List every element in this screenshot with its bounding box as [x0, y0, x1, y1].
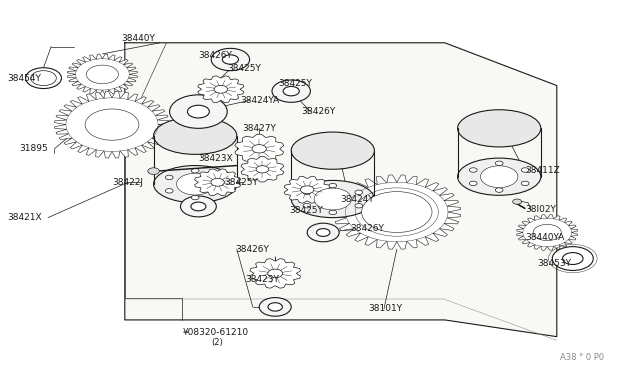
Circle shape — [355, 203, 363, 208]
Text: 38424YA: 38424YA — [240, 96, 279, 105]
Circle shape — [188, 105, 209, 118]
Polygon shape — [67, 54, 138, 95]
Ellipse shape — [154, 117, 237, 154]
Polygon shape — [54, 91, 170, 158]
Circle shape — [214, 86, 228, 93]
Text: 3B426Y: 3B426Y — [301, 107, 335, 116]
Circle shape — [268, 303, 282, 311]
Circle shape — [307, 223, 339, 242]
Circle shape — [31, 71, 56, 86]
Polygon shape — [333, 175, 461, 249]
Circle shape — [191, 169, 199, 173]
Polygon shape — [284, 176, 330, 203]
Text: A38 ° 0 P0: A38 ° 0 P0 — [560, 353, 604, 362]
Text: 38426Y: 38426Y — [235, 245, 269, 254]
Circle shape — [26, 68, 61, 89]
Text: 38423X: 38423X — [198, 154, 233, 163]
Circle shape — [303, 190, 310, 195]
Circle shape — [191, 195, 199, 200]
Circle shape — [355, 190, 363, 195]
Text: (2): (2) — [211, 338, 223, 347]
Text: 38427Y: 38427Y — [242, 124, 276, 133]
Circle shape — [268, 269, 283, 278]
Ellipse shape — [458, 158, 541, 195]
Circle shape — [191, 202, 206, 211]
Circle shape — [301, 186, 314, 194]
Text: 38454Y: 38454Y — [8, 74, 42, 83]
Circle shape — [314, 188, 351, 210]
Circle shape — [316, 228, 330, 237]
Circle shape — [218, 175, 225, 180]
Text: 31895: 31895 — [19, 144, 48, 153]
Circle shape — [170, 95, 227, 128]
Polygon shape — [125, 43, 557, 337]
Text: ¥08320-61210: ¥08320-61210 — [182, 328, 248, 337]
Circle shape — [222, 55, 239, 64]
Polygon shape — [250, 259, 301, 288]
Polygon shape — [516, 215, 578, 250]
Text: 38101Y: 38101Y — [368, 304, 402, 312]
Text: 38425Y: 38425Y — [224, 178, 258, 187]
Circle shape — [522, 168, 529, 172]
Circle shape — [522, 181, 529, 186]
Circle shape — [85, 109, 139, 140]
Circle shape — [86, 65, 118, 84]
Text: 38421X: 38421X — [8, 213, 42, 222]
Circle shape — [533, 224, 561, 241]
Circle shape — [259, 298, 291, 316]
Text: 38422J: 38422J — [112, 178, 143, 187]
Polygon shape — [241, 157, 284, 182]
Text: 38424Y: 38424Y — [340, 195, 374, 203]
Circle shape — [469, 181, 477, 186]
Text: 38411Z: 38411Z — [525, 166, 559, 174]
Circle shape — [148, 168, 159, 174]
Circle shape — [469, 168, 477, 172]
Text: 38425Y: 38425Y — [289, 206, 323, 215]
Text: 38425Y: 38425Y — [278, 79, 312, 88]
Circle shape — [211, 179, 225, 186]
Circle shape — [165, 189, 173, 193]
Circle shape — [495, 161, 503, 166]
Circle shape — [180, 196, 216, 217]
Ellipse shape — [154, 166, 237, 203]
Circle shape — [481, 166, 518, 187]
Text: 38426Y: 38426Y — [198, 51, 232, 60]
Ellipse shape — [291, 132, 374, 169]
Text: 38440Y: 38440Y — [122, 34, 156, 43]
Circle shape — [256, 166, 269, 173]
Circle shape — [218, 189, 225, 193]
Circle shape — [513, 199, 522, 204]
Polygon shape — [195, 169, 241, 196]
Circle shape — [211, 48, 250, 71]
Ellipse shape — [291, 180, 374, 218]
Circle shape — [329, 183, 337, 188]
Text: 38453Y: 38453Y — [538, 259, 572, 268]
Text: 38425Y: 38425Y — [227, 64, 261, 73]
Text: 38426Y: 38426Y — [351, 224, 385, 232]
Polygon shape — [235, 134, 284, 163]
Text: 38I02Y: 38I02Y — [525, 205, 556, 214]
Circle shape — [165, 175, 173, 180]
Circle shape — [177, 173, 214, 195]
Circle shape — [252, 145, 266, 153]
Circle shape — [495, 188, 503, 192]
Circle shape — [329, 210, 337, 215]
Circle shape — [552, 247, 593, 270]
Ellipse shape — [458, 110, 541, 147]
Polygon shape — [198, 76, 244, 103]
Circle shape — [563, 253, 583, 264]
Circle shape — [272, 80, 310, 102]
Text: 38423Y: 38423Y — [245, 275, 279, 284]
Circle shape — [283, 86, 300, 96]
Circle shape — [362, 192, 432, 232]
Circle shape — [303, 203, 310, 208]
Text: 38440YA: 38440YA — [525, 233, 564, 242]
